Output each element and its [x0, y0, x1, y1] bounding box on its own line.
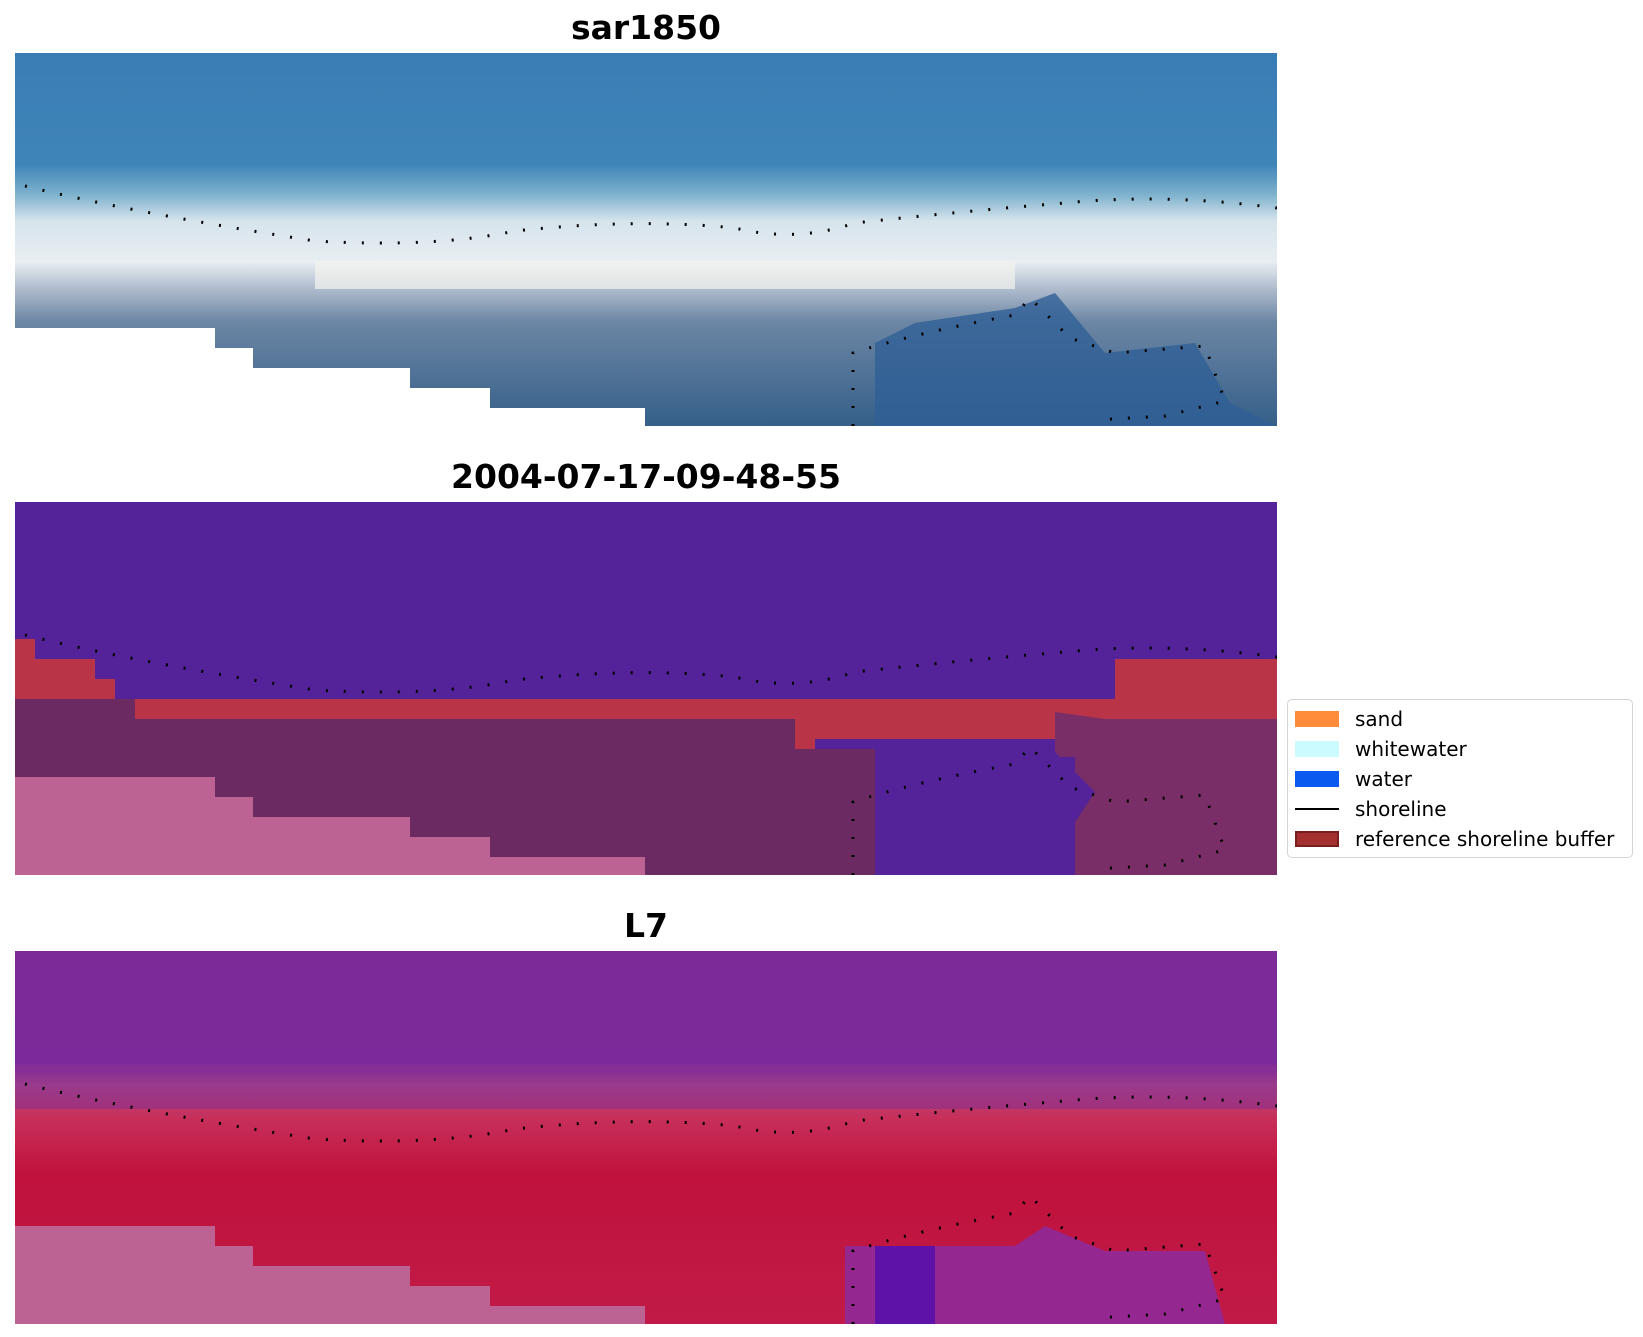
- sand-swatch: [1295, 711, 1339, 727]
- false-color-inlet: [845, 1226, 1225, 1324]
- legend: sand whitewater water shoreline referenc…: [1287, 699, 1633, 858]
- nodata-area: [15, 328, 645, 426]
- classified-image-panel: [15, 502, 1277, 875]
- legend-item-whitewater: whitewater: [1295, 736, 1467, 762]
- reference-buffer-swatch: [1295, 831, 1339, 847]
- legend-label: water: [1355, 767, 1412, 791]
- legend-label: whitewater: [1355, 737, 1467, 761]
- legend-item-sand: sand: [1295, 706, 1403, 732]
- rgb-inlet: [875, 293, 1277, 426]
- legend-item-shoreline: shoreline: [1295, 796, 1447, 822]
- false-color-image-panel: [15, 951, 1277, 1324]
- legend-label: shoreline: [1355, 797, 1447, 821]
- shoreline-line-swatch: [1295, 808, 1339, 810]
- classified-inlet-water: [875, 757, 1075, 875]
- panel-title-false-color: L7: [624, 906, 668, 945]
- nodata-area: [15, 777, 645, 875]
- legend-item-water: water: [1295, 766, 1412, 792]
- rgb-whitewater-highlight: [315, 261, 1015, 289]
- rgb-image-panel: [15, 53, 1277, 426]
- panel-title-rgb: sar1850: [570, 8, 722, 47]
- legend-label: sand: [1355, 707, 1404, 731]
- water-swatch: [1295, 771, 1339, 787]
- nodata-area: [15, 1226, 645, 1324]
- whitewater-swatch: [1295, 741, 1339, 757]
- legend-item-reference-shoreline-buffer: reference shoreline buffer: [1295, 826, 1614, 852]
- false-color-lagoon-band: [15, 1069, 1277, 1109]
- false-color-channel: [875, 1246, 935, 1324]
- legend-label: reference shoreline buffer: [1355, 827, 1615, 851]
- panel-title-classified: 2004-07-17-09-48-55: [451, 457, 841, 496]
